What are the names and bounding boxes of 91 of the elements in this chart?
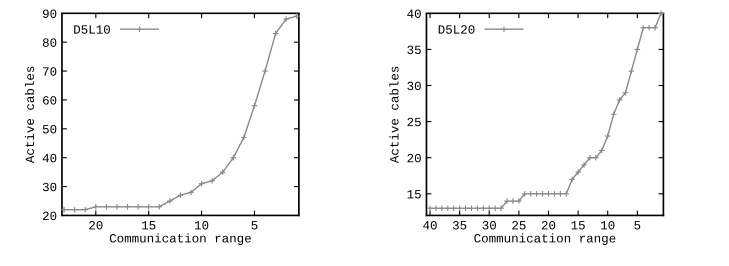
y-tick-label: 40 — [407, 9, 421, 18]
point — [188, 189, 194, 196]
point — [198, 180, 205, 188]
point — [230, 154, 237, 162]
point — [82, 206, 89, 214]
x-tick-label: 25 — [512, 221, 526, 230]
point — [251, 102, 258, 110]
y-tick-label: 60 — [43, 96, 56, 105]
point — [134, 203, 142, 210]
x-tick-label: 10 — [601, 221, 614, 230]
point — [432, 204, 440, 212]
point — [103, 203, 110, 210]
y-tick-label: 35 — [407, 46, 421, 54]
x-tick-label: 30 — [482, 221, 496, 230]
point — [177, 192, 184, 199]
point — [450, 204, 458, 212]
x-tick-label: 40 — [423, 221, 437, 230]
point — [527, 190, 534, 198]
x-tick-label: 35 — [452, 221, 466, 230]
point — [468, 204, 475, 212]
point — [616, 96, 623, 104]
point — [634, 46, 641, 53]
y-axis-title: Active cables — [24, 66, 34, 164]
y-tick-label: 80 — [42, 38, 56, 47]
point — [628, 68, 635, 74]
point — [610, 111, 617, 118]
point — [598, 147, 606, 154]
x-tick-label: 5 — [251, 221, 258, 230]
point — [646, 24, 653, 32]
y-tick-label: 50 — [42, 124, 56, 134]
point — [145, 203, 152, 210]
x-tick-label: 5 — [634, 221, 640, 230]
point — [533, 190, 540, 198]
y-tick-label: 30 — [407, 82, 421, 90]
point — [92, 203, 100, 210]
point — [568, 176, 576, 183]
point — [114, 203, 120, 210]
x-tick-label: 20 — [89, 221, 103, 230]
point — [652, 24, 658, 32]
point — [551, 190, 558, 198]
x-tick-label: 15 — [572, 221, 585, 230]
y-tick-label: 70 — [43, 67, 56, 76]
point — [474, 204, 481, 212]
point — [545, 190, 552, 198]
point — [592, 154, 600, 162]
legend-label: D5L20 — [438, 25, 474, 34]
x-tick-label: 15 — [142, 221, 156, 230]
point — [640, 24, 647, 32]
x-tick-label: 10 — [194, 221, 208, 230]
x-axis-title: Communication range — [110, 233, 251, 246]
point — [208, 177, 216, 184]
point — [71, 206, 78, 214]
y-tick-label: 40 — [42, 154, 56, 162]
y-tick-label: 25 — [407, 118, 421, 126]
y-tick-label: 30 — [42, 182, 56, 192]
point — [462, 204, 469, 212]
point — [124, 203, 131, 210]
y-tick-label: 20 — [407, 154, 421, 162]
x-tick-label: 20 — [542, 221, 556, 230]
point — [492, 204, 499, 212]
y-tick-label: 20 — [42, 212, 56, 220]
point — [498, 204, 504, 212]
point — [556, 190, 564, 198]
point — [456, 204, 463, 212]
point — [562, 190, 570, 198]
point — [586, 154, 594, 162]
point — [622, 89, 629, 96]
point — [272, 30, 279, 37]
point — [262, 68, 268, 74]
point — [580, 162, 588, 168]
point — [444, 204, 452, 212]
point — [438, 204, 446, 212]
point — [282, 16, 290, 22]
point — [240, 134, 248, 141]
point — [219, 168, 226, 176]
legend-label: D5L10 — [74, 25, 110, 34]
point — [156, 203, 163, 210]
point — [480, 204, 487, 212]
point — [604, 132, 612, 140]
point — [166, 198, 174, 204]
point — [504, 198, 510, 204]
y-tick-label: 90 — [42, 9, 56, 18]
point — [516, 198, 522, 204]
y-tick-label: 15 — [408, 190, 421, 198]
point — [539, 190, 546, 198]
point — [510, 198, 516, 204]
point — [486, 204, 493, 212]
point — [521, 190, 528, 198]
point — [574, 168, 582, 176]
y-axis-title: Active cables — [389, 66, 399, 164]
x-axis-title: Communication range — [474, 233, 616, 246]
